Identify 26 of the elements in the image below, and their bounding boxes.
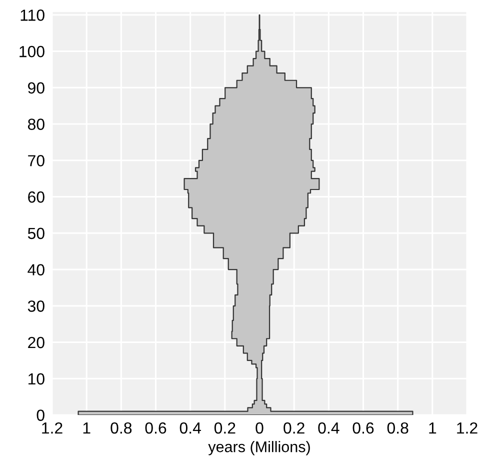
x-tick-label: 0.6 [352,422,374,434]
x-tick-label: 0.2 [284,422,304,434]
y-tick-label: 20 [28,336,44,348]
y-tick-label: 10 [28,373,44,385]
y-tick-label: 60 [28,191,44,203]
x-tick-label: 1 [429,422,436,434]
x-tick-label: 0.2 [214,422,236,434]
x-tick-label: 0 [256,422,264,434]
y-tick-label: 90 [28,82,44,94]
y-tick-label: 0 [36,410,44,421]
x-axis-title: years (Millions) [208,441,310,456]
y-tick-label: 100 [20,46,44,58]
y-tick-label: 70 [28,155,44,166]
y-tick-label: 50 [28,228,44,240]
y-tick-label: 110 [20,10,44,21]
x-tick-label: 1.2 [457,422,478,434]
x-tick-label: 0.6 [145,422,166,434]
x-tick-label: 0.8 [387,422,408,434]
x-tick-label: 0.8 [110,422,132,434]
x-tick-label: 1 [83,422,90,434]
y-tick-label: 30 [28,300,44,312]
y-tick-label: 80 [28,118,44,130]
x-tick-label: 0.4 [318,422,340,434]
y-tick-label: 40 [28,264,44,276]
x-tick-label: 0.4 [180,422,201,434]
x-tick-label: 1.2 [42,422,62,434]
